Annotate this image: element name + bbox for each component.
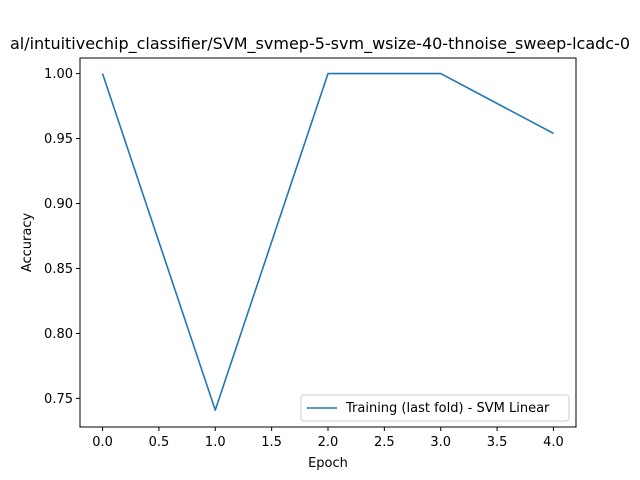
x-tick-label: 4.0 [543,435,564,450]
series-line [101,72,554,411]
y-tick-label: 0.75 [44,392,73,407]
x-tick-label: 0.0 [92,435,113,450]
x-tick-label: 0.5 [149,435,170,450]
legend: Training (last fold) - SVM Linear [300,394,570,422]
y-tick-label: 0.90 [44,197,73,212]
y-tick-label: 0.80 [44,327,73,342]
x-tick-label: 1.5 [261,435,282,450]
x-tick-label: 3.0 [430,435,451,450]
x-tick-label: 3.5 [487,435,508,450]
y-tick-label: 0.85 [44,262,73,277]
y-tick-label: 1.00 [44,67,73,82]
x-axis-label: Epoch [308,456,348,471]
legend-box [300,394,570,422]
y-axis-label: Accuracy [20,213,35,273]
legend-label: Training (last fold) - SVM Linear [345,401,550,416]
plot-area [101,72,554,411]
x-tick-label: 1.0 [205,435,226,450]
x-tick-label: 2.0 [318,435,339,450]
chart-title: al/intuitivechip_classifier/SVM_svmep-5-… [10,34,630,54]
y-tick-label: 0.95 [44,132,73,147]
x-tick-label: 2.5 [374,435,395,450]
